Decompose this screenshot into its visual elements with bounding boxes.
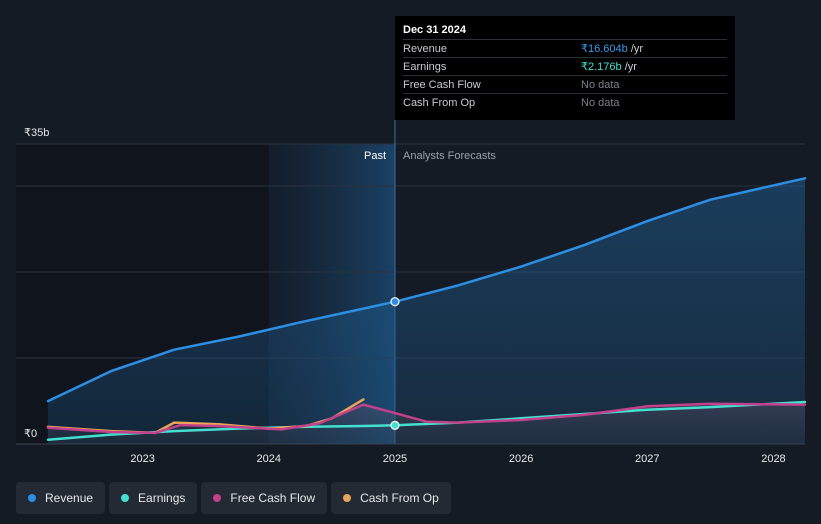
tooltip-title: Dec 31 2024 xyxy=(403,24,466,36)
tooltip-row-revenue: Revenue ₹16.604b /yr xyxy=(403,39,727,57)
tooltip-value: No data xyxy=(581,78,620,91)
y-axis-max-label: ₹35b xyxy=(24,127,50,139)
legend-label: Cash From Op xyxy=(360,491,439,505)
tooltip-unit: /yr xyxy=(627,43,644,55)
tooltip-value: No data xyxy=(581,96,620,109)
cfo-dot-icon xyxy=(343,494,352,502)
y-axis-zero-label: ₹0 xyxy=(24,428,38,440)
tooltip-label: Cash From Op xyxy=(403,96,476,109)
free-cash-flow-line xyxy=(46,402,807,435)
x-tick-label: 2027 xyxy=(635,453,659,465)
fcf-dot-icon xyxy=(213,494,222,502)
x-tick-label: 2024 xyxy=(257,453,281,465)
x-tick-label: 2025 xyxy=(383,453,407,465)
legend-earnings[interactable]: Earnings xyxy=(109,482,198,514)
earnings-dot-icon xyxy=(121,494,130,502)
tooltip-unit: /yr xyxy=(621,61,637,73)
tooltip-label: Earnings xyxy=(403,60,447,73)
legend: Revenue Earnings Free Cash Flow Cash Fro… xyxy=(16,482,451,514)
tooltip-value: ₹16.604b xyxy=(581,43,628,55)
legend-revenue[interactable]: Revenue xyxy=(16,482,106,514)
legend-free-cash-flow[interactable]: Free Cash Flow xyxy=(201,482,328,514)
x-tick-label: 2023 xyxy=(130,453,154,465)
tooltip-label: Free Cash Flow xyxy=(403,78,481,91)
tooltip: Dec 31 2024 Revenue ₹16.604b /yr Earning… xyxy=(395,16,735,120)
tooltip-label: Revenue xyxy=(403,42,448,55)
legend-cash-from-op[interactable]: Cash From Op xyxy=(331,482,451,514)
earnings-point xyxy=(390,420,400,430)
legend-label: Free Cash Flow xyxy=(230,491,316,505)
legend-label: Revenue xyxy=(45,491,94,505)
revenue-area xyxy=(48,178,805,445)
x-tick-label: 2028 xyxy=(761,453,785,465)
tooltip-value: ₹2.176b xyxy=(581,61,622,73)
tooltip-row-cfo: Cash From Op No data xyxy=(403,93,727,111)
x-tick-label: 2026 xyxy=(509,453,533,465)
past-label: Past xyxy=(364,150,387,162)
legend-label: Earnings xyxy=(138,491,186,505)
revenue-dot-icon xyxy=(28,494,36,502)
revenue-point xyxy=(390,297,400,307)
tooltip-row-earnings: Earnings ₹2.176b /yr xyxy=(403,57,727,75)
tooltip-row-fcf: Free Cash Flow No data xyxy=(403,75,727,93)
forecast-label: Analysts Forecasts xyxy=(403,150,496,162)
